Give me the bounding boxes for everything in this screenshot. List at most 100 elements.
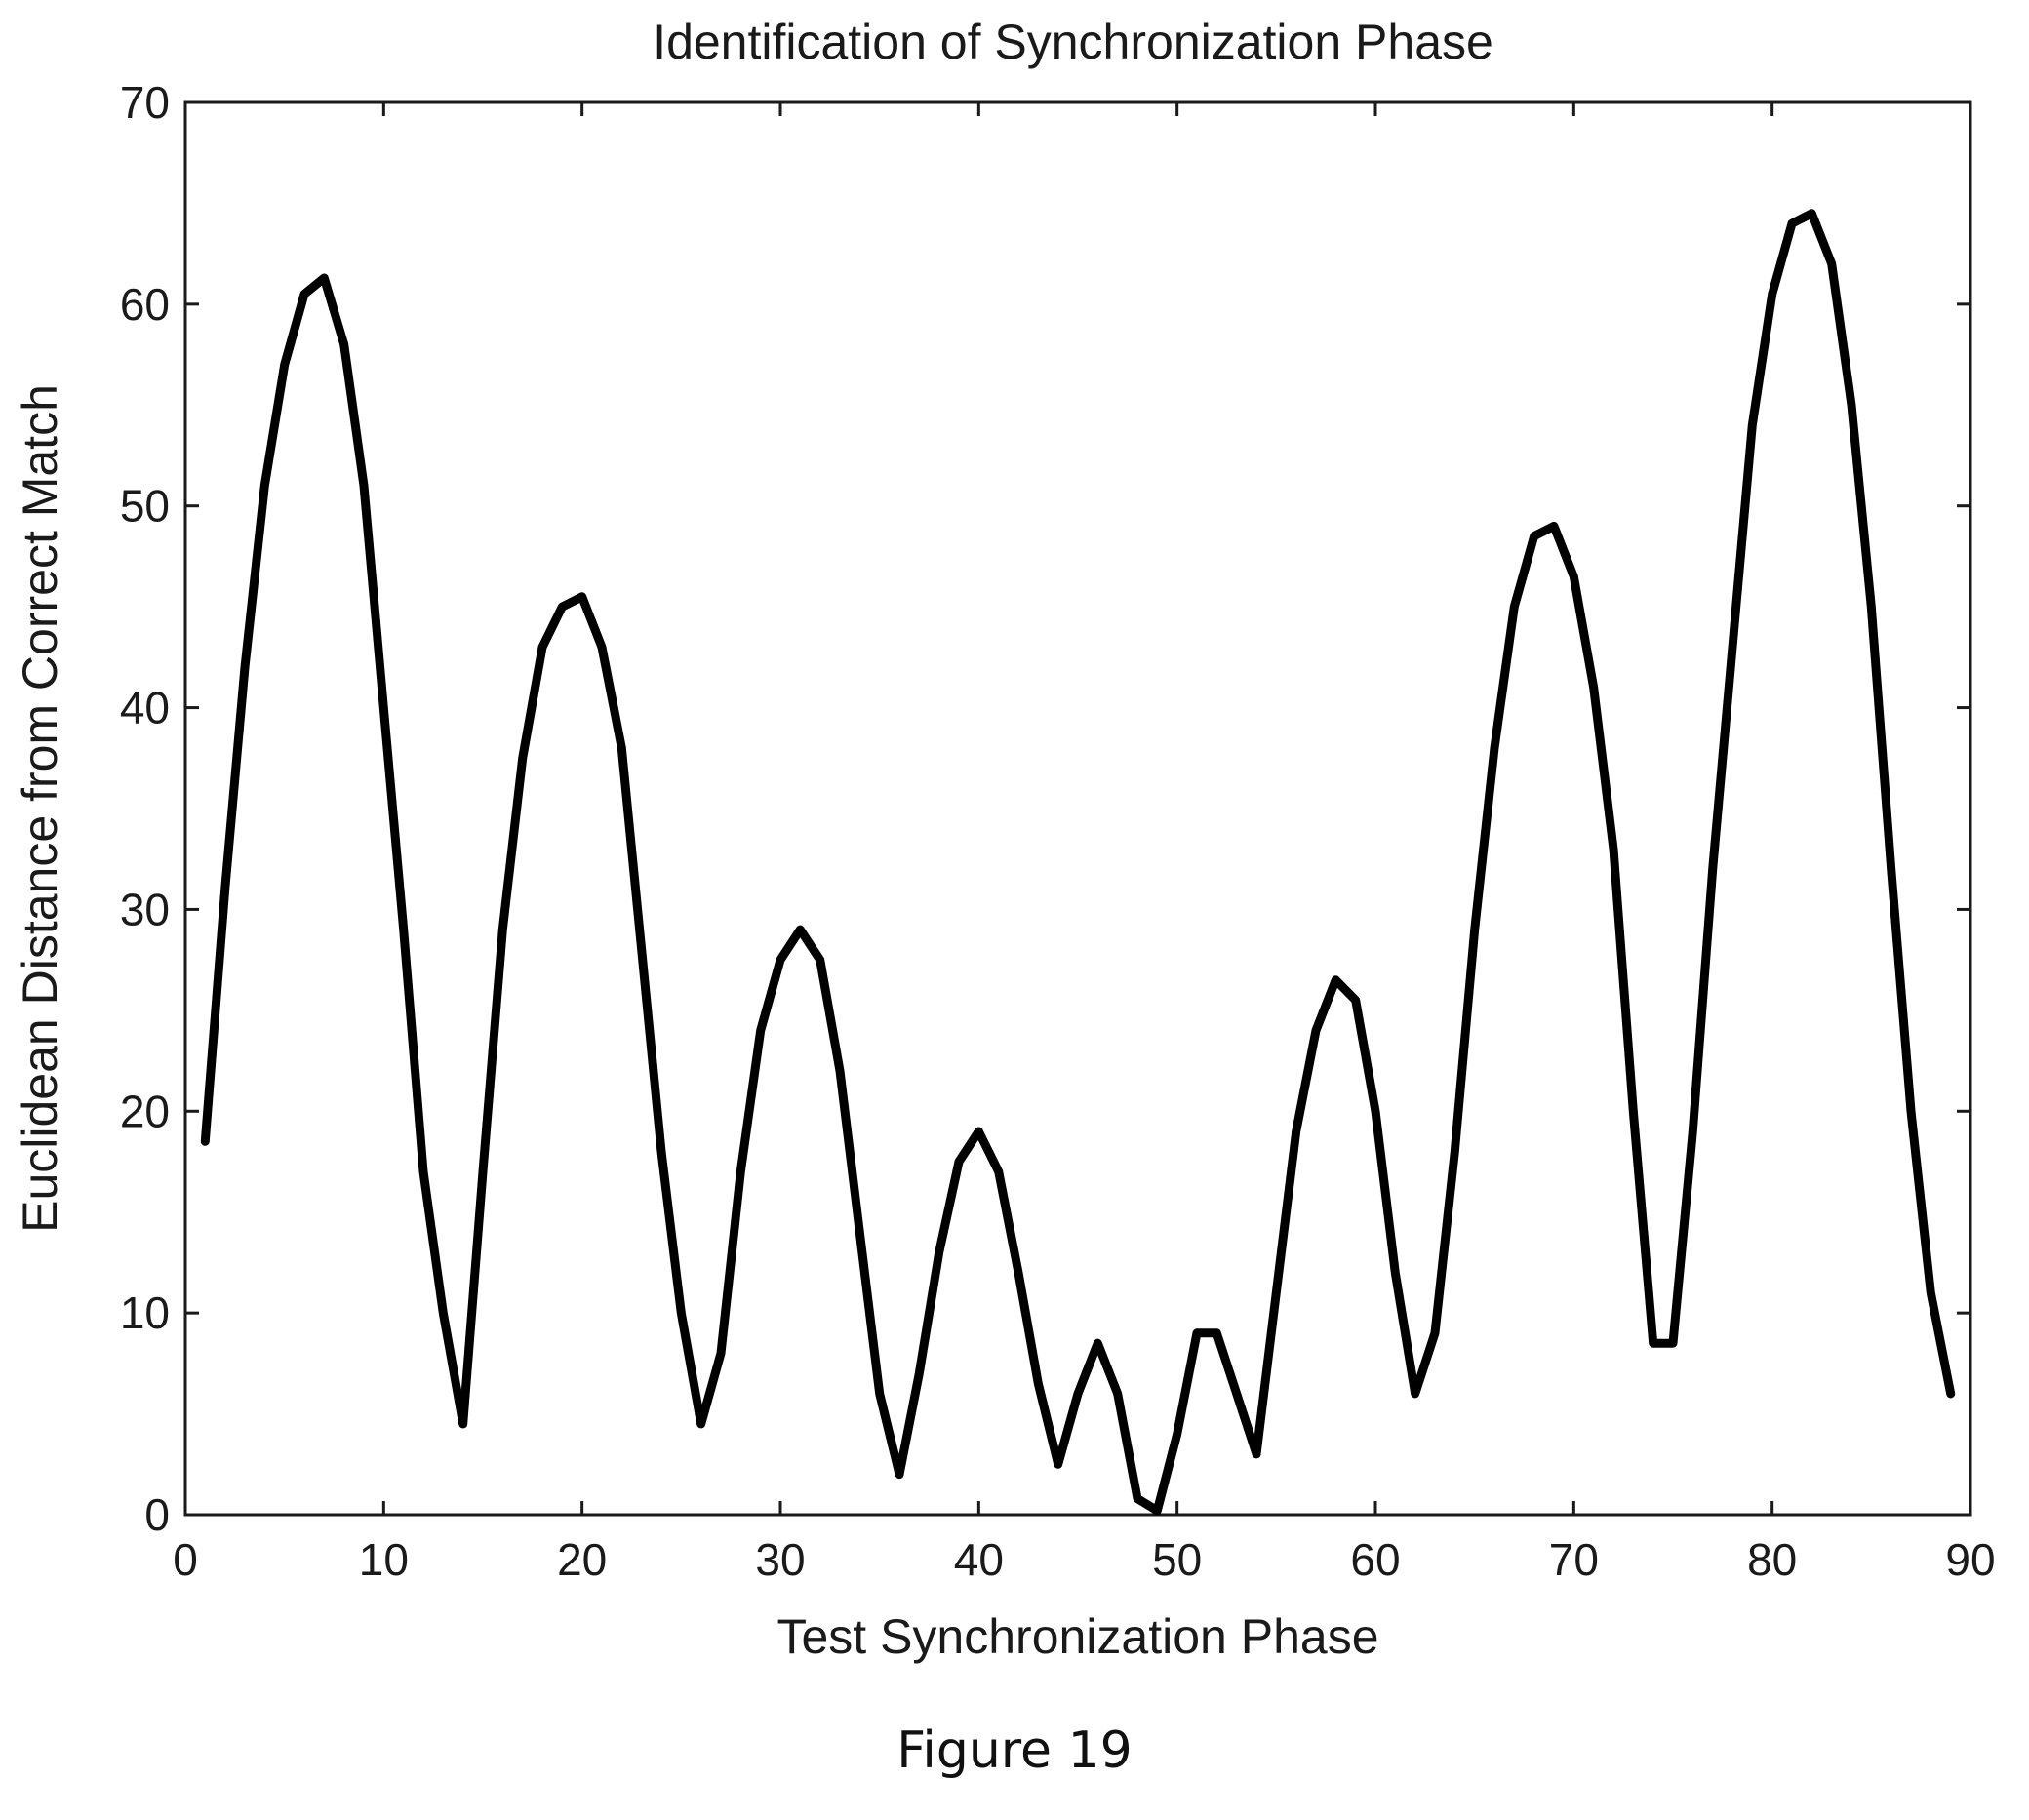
data-point: [1691, 1130, 1693, 1132]
data-point: [1037, 1383, 1039, 1384]
data-point: [1652, 1342, 1654, 1344]
y-axis-label: Euclidean Distance from Correct Match: [13, 384, 67, 1233]
data-point: [1553, 525, 1555, 527]
y-tick-label: 70: [120, 77, 170, 128]
x-tick-label: 20: [557, 1534, 607, 1585]
data-point: [977, 1130, 979, 1132]
data-point: [263, 485, 265, 487]
data-point: [918, 1372, 920, 1374]
data-point: [482, 1170, 484, 1172]
y-tick-label: 50: [120, 481, 170, 532]
x-tick-label: 90: [1945, 1534, 1995, 1585]
data-point: [422, 1170, 424, 1172]
data-point: [1077, 1393, 1079, 1395]
y-tick-label: 30: [120, 884, 170, 934]
data-point: [1394, 1272, 1396, 1274]
y-tick-label: 40: [120, 683, 170, 733]
data-point: [1890, 868, 1892, 870]
data-point: [1593, 687, 1595, 689]
data-point: [938, 1251, 940, 1253]
x-tick-label: 40: [954, 1534, 1004, 1585]
data-point: [1712, 868, 1714, 870]
data-point: [1453, 1151, 1455, 1153]
data-point: [1831, 263, 1833, 264]
data-point: [541, 647, 543, 648]
data-point: [819, 959, 821, 961]
data-point: [522, 757, 524, 759]
data-point: [1374, 1110, 1376, 1112]
data-point: [1355, 1000, 1357, 1001]
data-point: [382, 707, 384, 709]
y-tick-label: 10: [120, 1287, 170, 1338]
data-point: [1572, 575, 1574, 577]
data-point: [641, 949, 643, 951]
plot-area: [183, 100, 1972, 1517]
data-point: [1850, 404, 1852, 406]
data-point: [1414, 1393, 1416, 1395]
data-point: [1513, 606, 1515, 608]
data-point: [1434, 1332, 1436, 1334]
data-point: [1315, 1030, 1317, 1031]
data-point: [1810, 213, 1812, 215]
data-point: [720, 1353, 722, 1354]
data-point: [1910, 1110, 1912, 1112]
data-point: [958, 1161, 960, 1163]
data-point: [561, 606, 563, 608]
data-point: [1136, 1498, 1138, 1499]
data-point: [204, 1140, 206, 1142]
data-point: [1215, 1332, 1217, 1334]
data-point: [343, 343, 345, 345]
data-point: [1950, 1393, 1952, 1395]
data-point: [1612, 848, 1614, 850]
data-point: [1236, 1393, 1238, 1395]
y-tick-label: 20: [120, 1086, 170, 1136]
figure-caption: Figure 19: [896, 1721, 1132, 1780]
data-point: [839, 1070, 841, 1072]
x-tick-label: 0: [173, 1534, 198, 1585]
data-point: [581, 596, 583, 598]
data-point: [1533, 535, 1535, 537]
x-tick-label: 80: [1747, 1534, 1797, 1585]
data-point: [1334, 979, 1336, 981]
data-point: [462, 1423, 464, 1425]
data-point: [1176, 1433, 1178, 1435]
data-point: [1771, 294, 1773, 295]
data-point: [660, 1151, 662, 1153]
data-point: [1930, 1292, 1931, 1293]
data-point: [303, 294, 305, 295]
data-point: [779, 959, 781, 961]
data-point: [1196, 1332, 1198, 1334]
data-point: [700, 1423, 702, 1425]
data-point: [1255, 1453, 1257, 1455]
x-tick-label: 70: [1549, 1534, 1599, 1585]
data-point: [879, 1393, 881, 1395]
data-point: [323, 277, 325, 279]
x-axis: 0 10 20 30 40 50 60 70 80 90: [173, 102, 1996, 1585]
data-point: [1295, 1130, 1297, 1132]
data-point: [739, 1170, 741, 1172]
data-point: [1017, 1272, 1019, 1274]
data-point: [1117, 1393, 1119, 1395]
data-point: [998, 1170, 1000, 1172]
data-point: [363, 485, 365, 487]
data-point: [1275, 1292, 1277, 1293]
data-point: [1632, 1110, 1634, 1112]
plot-frame: [183, 100, 1972, 1517]
data-point: [1493, 747, 1495, 749]
x-axis-label: Test Synchronization Phase: [776, 1609, 1378, 1664]
data-point: [1672, 1342, 1674, 1344]
data-point: [284, 364, 286, 366]
data-point: [244, 666, 246, 668]
data-point: [1870, 606, 1872, 608]
x-tick-label: 30: [755, 1534, 805, 1585]
data-point: [898, 1474, 900, 1476]
data-point: [1791, 222, 1793, 224]
chart-title: Identification of Synchronization Phase: [653, 15, 1493, 69]
series-points: [204, 213, 1952, 1512]
x-tick-label: 50: [1152, 1534, 1202, 1585]
y-tick-label: 60: [120, 279, 170, 330]
x-tick-label: 60: [1350, 1534, 1400, 1585]
data-point: [601, 647, 603, 648]
data-point: [620, 747, 622, 749]
